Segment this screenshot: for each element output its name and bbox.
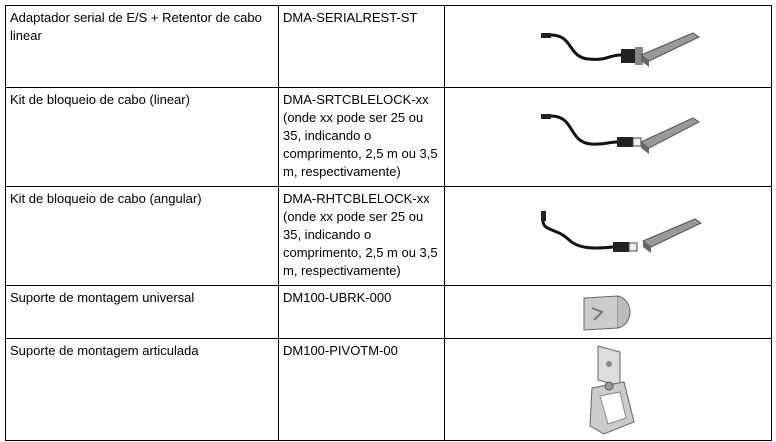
accessory-table: Adaptador serial de E/S + Retentor de ca… [5, 5, 772, 441]
description-cell: Suporte de montagem articulada [5, 338, 279, 441]
image-cell [444, 186, 772, 286]
description-cell: Adaptador serial de E/S + Retentor de ca… [5, 5, 279, 88]
part-number-cell: DM100-UBRK-000 [278, 285, 445, 339]
cable-bracket-image [541, 211, 703, 253]
part-number-cell: DM100-PIVOTM-00 [278, 338, 445, 441]
image-cell [444, 87, 772, 187]
image-cell [444, 285, 772, 339]
part-number-cell: DMA-SRTCBLELOCK-xx (onde xx pode ser 25 … [278, 87, 445, 187]
table-row: Adaptador serial de E/S + Retentor de ca… [5, 5, 772, 88]
description-cell: Kit de bloqueio de cabo (angular) [5, 186, 279, 286]
image-cell [444, 338, 772, 441]
description-cell: Kit de bloqueio de cabo (linear) [5, 87, 279, 187]
table-row: Suporte de montagem universal DM100-UBRK… [5, 285, 772, 339]
cable-bracket-image [541, 114, 700, 154]
table-row: Kit de bloqueio de cabo (linear) DMA-SRT… [5, 87, 772, 187]
cable-bracket-image [541, 31, 701, 67]
part-number-cell: DMA-RHTCBLELOCK-xx (onde xx pode ser 25 … [278, 186, 445, 286]
pivot-bracket-image [589, 344, 635, 435]
part-number-cell: DMA-SERIALREST-ST [278, 5, 445, 88]
table-row: Kit de bloqueio de cabo (angular) DMA-RH… [5, 186, 772, 286]
description-cell: Suporte de montagem universal [5, 285, 279, 339]
image-cell [444, 5, 772, 88]
table-row: Suporte de montagem articulada DM100-PIV… [5, 338, 772, 441]
universal-bracket-image [583, 295, 631, 331]
